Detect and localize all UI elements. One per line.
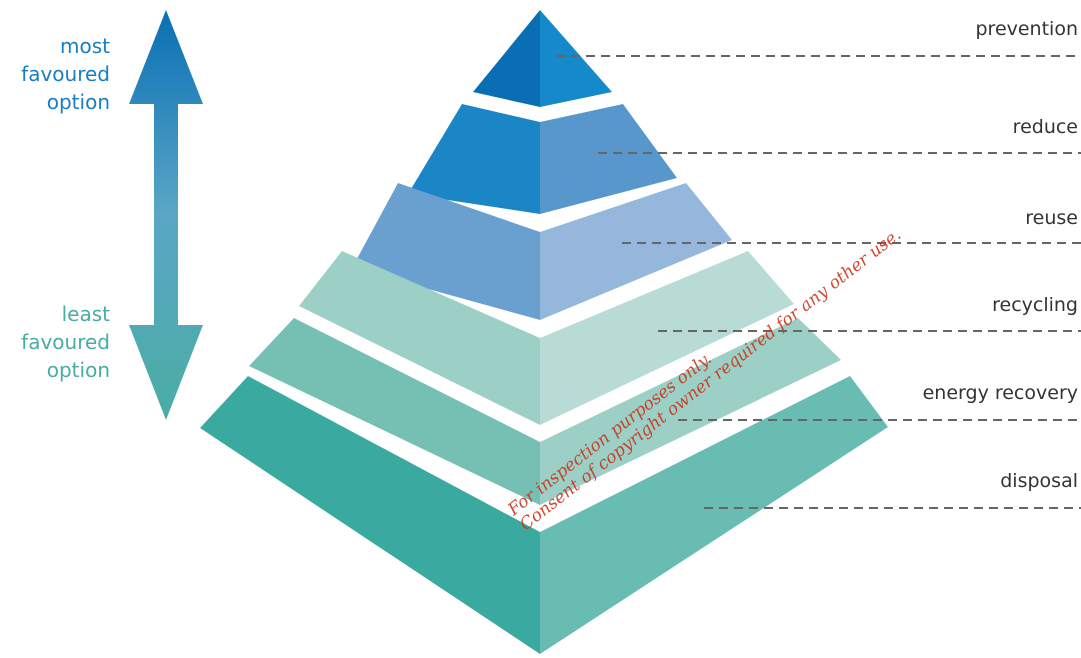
layer-energy-recovery-right-face [540, 318, 841, 505]
layer-prevention-left-face [473, 10, 540, 107]
layer-reduce-left-face [408, 104, 540, 214]
level-label-energy-recovery: energy recovery [922, 382, 1078, 404]
layer-reuse-right-face [540, 183, 732, 320]
level-label-reduce: reduce [1012, 116, 1078, 138]
least-favoured-label: least favoured option [21, 302, 110, 382]
level-label-prevention: prevention [975, 18, 1078, 40]
layer-disposal-left-face [200, 376, 540, 654]
layer-reuse-left-face [352, 183, 540, 320]
layer-recycling-right-face [540, 251, 794, 425]
layer-recycling-left-face [299, 251, 540, 425]
favour-arrow [129, 10, 203, 420]
layer-reduce-right-face [540, 104, 677, 214]
most-favoured-label: most favoured option [21, 34, 110, 114]
pyramid-layers [200, 10, 888, 654]
level-label-reuse: reuse [1025, 207, 1078, 229]
level-label-recycling: recycling [992, 294, 1078, 316]
level-label-disposal: disposal [1000, 470, 1078, 492]
leader-lines [556, 55, 1081, 509]
layer-disposal-right-face [540, 376, 888, 654]
layer-energy-recovery-left-face [249, 318, 540, 505]
layer-prevention-right-face [540, 10, 612, 107]
